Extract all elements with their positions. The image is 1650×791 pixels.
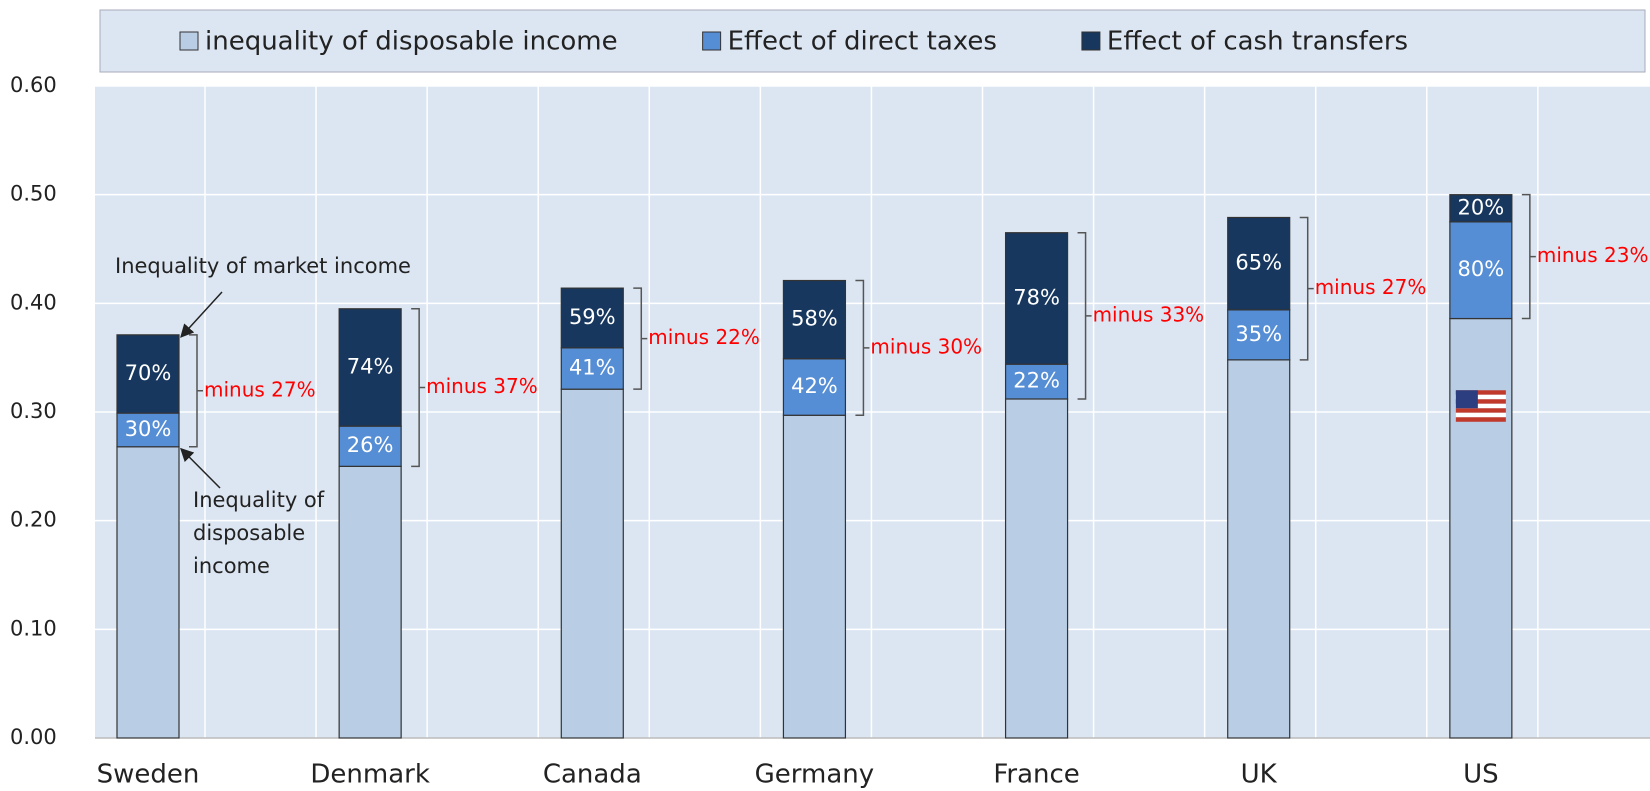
legend-swatch	[179, 31, 199, 51]
legend-swatch	[1081, 31, 1101, 51]
x-tick-label: Sweden	[97, 760, 200, 790]
reduction-label: minus 37%	[426, 374, 538, 398]
flag-stripe	[1455, 412, 1506, 418]
share-label: 70%	[125, 361, 172, 385]
bar-segment	[1004, 398, 1069, 739]
reduction-label: minus 27%	[1315, 275, 1427, 299]
y-tick-label: 0.30	[10, 399, 57, 423]
share-label: 35%	[1235, 322, 1282, 346]
annotation: Inequality of disposable income	[193, 488, 325, 578]
share-label: 41%	[569, 356, 616, 380]
legend-label: Effect of direct taxes	[728, 27, 997, 57]
y-tick-label: 0.40	[10, 290, 57, 314]
share-label: 58%	[791, 307, 838, 331]
x-tick-label: Denmark	[310, 760, 430, 790]
flag-stripe	[1455, 417, 1506, 422]
bar-segment	[1449, 317, 1513, 739]
reduction-label: minus 30%	[870, 334, 982, 358]
share-label: 80%	[1458, 257, 1505, 281]
legend-box	[99, 9, 1646, 73]
bar-segment	[782, 279, 847, 360]
bar-segment	[560, 388, 624, 739]
bracket	[855, 279, 870, 417]
y-tick-label: 0.60	[10, 73, 57, 97]
x-tick-label: UK	[1241, 760, 1278, 790]
flag-stripe	[1455, 394, 1506, 400]
bracket	[1299, 216, 1314, 361]
share-label: 42%	[791, 374, 838, 398]
bar-segment	[116, 446, 180, 739]
share-label: 74%	[347, 354, 394, 378]
share-label: 22%	[1013, 369, 1060, 393]
bar-segment	[338, 308, 402, 427]
bar-segment	[338, 465, 402, 739]
bar-segment	[1449, 194, 1513, 223]
bracket	[633, 287, 648, 390]
share-label: 30%	[125, 417, 172, 441]
annotation: Inequality of market income	[115, 254, 411, 278]
x-tick-label: Germany	[755, 760, 875, 790]
flag-stripe	[1455, 408, 1506, 413]
bar-segment	[1004, 232, 1069, 365]
bracket	[1521, 193, 1536, 320]
y-tick-label: 0.10	[10, 616, 57, 640]
flag-stripe	[1455, 403, 1506, 409]
reduction-label: minus 27%	[204, 377, 316, 401]
share-label: 59%	[569, 305, 616, 329]
y-tick-label: 0.50	[10, 182, 57, 206]
x-tick-label: US	[1463, 760, 1499, 790]
bar-segment	[116, 412, 180, 448]
bar-segment	[560, 287, 624, 349]
share-label: 78%	[1013, 285, 1060, 309]
bar-segment	[116, 334, 180, 414]
annotation-arrow	[180, 291, 223, 338]
legend-swatch	[702, 31, 722, 51]
bar-segment	[1227, 216, 1291, 311]
x-tick-label: Canada	[543, 760, 642, 790]
bar-segment	[782, 414, 847, 739]
legend-label: inequality of disposable income	[205, 27, 618, 57]
reduction-label: minus 33%	[1093, 302, 1205, 326]
x-tick-label: France	[993, 760, 1079, 790]
share-label: 26%	[347, 433, 394, 457]
bar-segment	[782, 358, 847, 416]
bar-segment	[560, 347, 624, 390]
y-tick-label: 0.00	[10, 725, 57, 749]
flag-canton	[1455, 390, 1478, 409]
y-tick-label: 0.20	[10, 508, 57, 532]
reduction-label: minus 22%	[648, 325, 760, 349]
legend-label: Effect of cash transfers	[1107, 27, 1408, 57]
bracket	[411, 308, 426, 468]
flag-stripe	[1455, 390, 1506, 395]
bar-segment	[1227, 359, 1291, 739]
flag-stripe	[1455, 399, 1506, 404]
share-label: 20%	[1458, 195, 1505, 219]
share-label: 65%	[1235, 251, 1282, 275]
annotation-arrow	[180, 447, 221, 489]
reduction-label: minus 23%	[1537, 243, 1649, 267]
bar-segment	[1449, 221, 1513, 320]
bracket	[1077, 231, 1092, 400]
